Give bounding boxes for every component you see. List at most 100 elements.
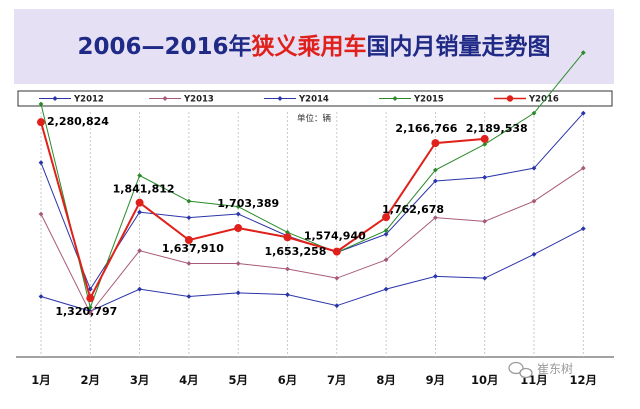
chart-title-highlight: 狭义乘用车 [251,33,367,60]
data-point [383,231,389,237]
data-point [334,275,340,281]
x-tick-label: 5月 [228,373,248,387]
data-label: 1,703,389 [217,197,279,210]
data-point [285,266,290,272]
series-Y2015 [38,50,586,310]
data-point [433,273,438,279]
series-line [40,228,584,312]
data-point [431,139,440,148]
legend-entry: Y2014 [298,95,329,105]
x-tick-label: 8月 [376,373,396,387]
data-point [482,174,488,180]
data-label: 1,574,940 [304,230,366,243]
x-tick-label: 6月 [278,373,298,387]
series-line [40,167,584,314]
data-point [86,294,95,303]
data-label: 2,280,824 [47,115,109,128]
x-tick-label: 4月 [179,373,199,387]
series-line [40,52,584,310]
data-label: 2,166,766 [395,122,457,135]
data-point [283,233,292,242]
watermark: 崔东树 [508,361,573,379]
data-point [135,198,144,207]
data-label: 1,637,910 [162,242,224,255]
data-point [38,101,44,107]
data-point [137,286,142,292]
x-tick-label: 1月 [31,373,51,387]
x-tick-label: 2月 [81,373,101,387]
x-tick-label: 10月 [471,373,499,387]
legend-entry: Y2016 [528,95,559,105]
data-point [186,215,192,221]
title-band [14,9,614,84]
data-point [87,305,93,310]
data-point [531,110,537,116]
series-layer [37,50,586,316]
data-point [87,286,93,292]
data-point [38,294,44,299]
legend-marker [162,96,168,101]
data-point [482,275,488,281]
series-line [40,112,584,291]
data-point [184,236,193,245]
data-point [38,211,44,217]
legend-entry: Y2012 [73,95,104,105]
data-point [580,165,586,171]
data-point [334,303,340,309]
data-point [186,294,192,299]
x-tick-label: 7月 [327,373,347,387]
x-tick-labels: 1月 2月 3月 4月 5月 6月 7月 8月 9月 10月 11月 12月 [31,373,597,387]
data-point [37,118,45,127]
legend-marker [392,96,398,101]
x-tick-label: 9月 [426,373,446,387]
series-Y2012 [38,226,586,314]
data-point [580,226,586,232]
legend-marker [277,96,283,101]
data-point [482,141,488,147]
data-label: 1,762,678 [382,203,444,216]
data-point [433,167,438,173]
legend: Y2012 Y2013 Y2014 Y2015 Y2016 [39,95,559,105]
data-point [531,165,537,171]
data-point [87,310,93,316]
data-point [186,198,192,204]
series-Y2016 [37,118,489,303]
wechat-icon [508,361,533,379]
data-point [433,178,438,184]
unit-label: 单位：辆 [297,113,332,124]
data-point [137,248,142,254]
data-point [580,110,586,116]
data-labels: 2,280,824 1,320,797 1,841,812 1,637,910 1,70… [47,115,528,318]
data-point [383,257,389,263]
data-point [285,292,290,298]
chart-title-suffix: 国内月销量走势图 [367,34,551,60]
legend-marker [506,95,514,102]
data-point [235,211,241,217]
data-point [531,198,537,204]
data-point [137,209,142,215]
data-point [332,247,341,256]
legend-box [17,90,613,107]
series-line [40,121,485,301]
data-label: 1,653,258 [265,245,327,258]
chart-title-prefix: 2006—2016年 [77,33,251,60]
data-point [235,261,241,266]
data-point [285,229,290,235]
data-point [383,228,389,233]
series-Y2013 [38,165,586,316]
series-Y2014 [38,110,586,292]
legend-entry: Y2015 [413,95,444,105]
data-point [38,160,44,166]
data-point [482,218,488,224]
data-point [235,290,241,296]
data-label: 2,189,538 [466,122,528,135]
data-point [234,224,243,233]
x-tick-label: 12月 [570,373,598,387]
watermark-text: 崔东树 [537,361,573,376]
legend-marker [52,96,58,101]
x-tick-label: 3月 [130,373,150,387]
data-point [480,134,489,143]
chart-title: 2006—2016年狭义乘用车国内月销量走势图 [77,33,550,60]
category-gridlines [40,112,584,357]
